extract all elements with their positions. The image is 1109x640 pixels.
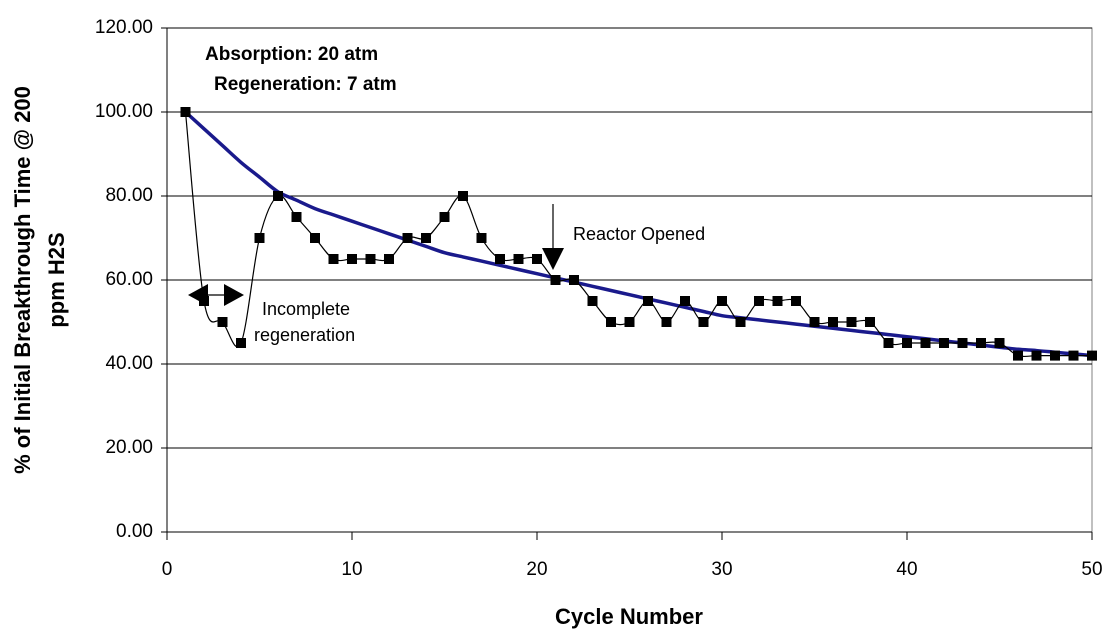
data-point [828,317,838,327]
y-tick-label: 80.00 [105,185,153,206]
data-point [513,254,524,264]
data-point [1050,350,1060,361]
data-point [310,233,320,243]
data-point [569,275,579,285]
data-point [902,338,912,348]
y-tick-label: 0.00 [116,521,153,542]
data-point [550,275,561,285]
data-point [809,317,820,327]
annotation-arrows [188,204,564,306]
data-point [236,338,246,348]
data-point [1013,350,1023,361]
data-point [717,296,727,306]
data-point [273,191,283,201]
data-point [994,338,1005,348]
y-tick-label: 60.00 [105,269,153,290]
data-point [180,107,191,117]
data-point [624,317,635,327]
data-point [291,212,302,222]
data-point [939,338,949,348]
data-point [883,338,894,348]
data-point [1087,350,1097,361]
x-tick-label: 40 [896,559,917,580]
data-point [254,233,265,243]
y-axis-title: % of Initial Breakthrough Time @ 200 [10,86,35,474]
x-tick-label: 20 [526,559,547,580]
y-tick-label: 100.00 [95,101,153,122]
data-point [735,317,746,327]
y-axis-title: ppm H2S [44,232,69,327]
data-point [365,254,376,264]
data-point [772,296,783,306]
annotation: regeneration [254,325,355,345]
y-tick-label: 20.00 [105,437,153,458]
x-tick-label: 30 [711,559,732,580]
annotation: Absorption: 20 atm [205,44,378,65]
x-tick-label: 0 [162,559,173,580]
data-point [920,338,931,348]
data-point [532,254,542,264]
y-tick-label: 40.00 [105,353,153,374]
annotation: Regeneration: 7 atm [214,74,397,95]
data-point [458,191,468,201]
data-point [606,317,616,327]
data-point [217,317,228,327]
x-axis-title: Cycle Number [555,604,703,629]
data-point [680,296,690,306]
data-point [439,212,450,222]
data-point [347,254,357,264]
y-tick-label: 120.00 [95,17,153,38]
data-point [328,254,339,264]
data-point [421,233,431,243]
annotation: Incomplete [262,299,350,319]
data-point [754,296,764,306]
data-point [976,338,986,348]
data-point [791,296,801,306]
data-point [1068,350,1079,361]
data-point [495,254,505,264]
data-point [402,233,413,243]
data-point [643,296,653,306]
data-point [661,317,672,327]
x-tick-label: 50 [1081,559,1102,580]
data-point [476,233,487,243]
data-point [957,338,968,348]
data-point [698,317,709,327]
data-point [846,317,857,327]
x-tick-label: 10 [341,559,362,580]
data-point [865,317,875,327]
data-point [587,296,598,306]
data-point [384,254,394,264]
annotation: Reactor Opened [573,224,705,244]
data-point [1031,350,1042,361]
